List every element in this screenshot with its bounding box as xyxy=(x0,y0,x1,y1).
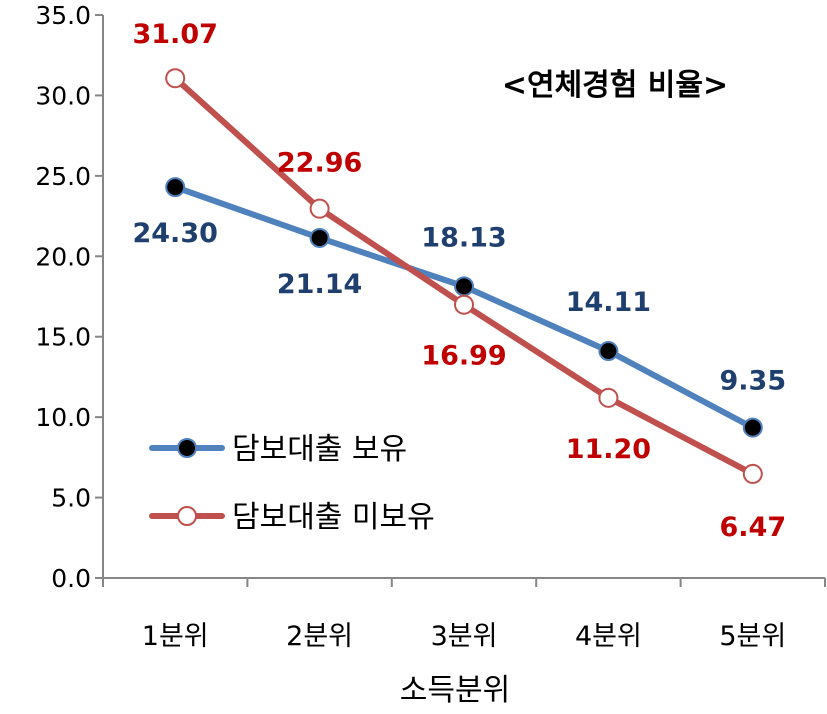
data-label: 22.96 xyxy=(277,148,362,179)
legend-label-1: 담보대출 보유 xyxy=(232,432,407,467)
data-labels: 24.30 21.14 18.13 14.11 9.35 31.07 22.96 16.99 1… xyxy=(132,19,786,543)
y-tick-label: 25.0 xyxy=(35,162,91,191)
legend-marker-2 xyxy=(177,506,197,526)
y-tick-label: 15.0 xyxy=(35,323,91,352)
x-tick-label: 3분위 xyxy=(431,621,498,652)
chart-annotation: <연체경험 비율> xyxy=(502,68,728,103)
y-tick-label: 5.0 xyxy=(51,484,91,513)
data-label: 11.20 xyxy=(566,434,651,465)
legend-marker-1 xyxy=(177,438,197,458)
data-label: 16.99 xyxy=(421,341,506,372)
y-tick-label: 35.0 xyxy=(35,1,91,30)
y-tick-label: 0.0 xyxy=(51,564,91,593)
data-label: 21.14 xyxy=(277,269,362,300)
data-point xyxy=(165,177,186,198)
x-tick-label: 4분위 xyxy=(575,621,642,652)
data-label: 18.13 xyxy=(421,222,506,253)
y-tick-label: 30.0 xyxy=(35,81,91,110)
data-label: 31.07 xyxy=(132,19,217,50)
data-point xyxy=(598,341,619,362)
data-label: 6.47 xyxy=(719,512,786,543)
x-tick-label: 5분위 xyxy=(719,621,786,652)
series-line-2 xyxy=(172,75,756,477)
data-point xyxy=(309,198,330,219)
data-point xyxy=(742,417,763,438)
data-point xyxy=(742,463,763,484)
data-label: 14.11 xyxy=(566,287,651,318)
data-point xyxy=(309,227,330,248)
y-tick-label: 10.0 xyxy=(35,403,91,432)
data-point xyxy=(454,294,474,315)
x-tick-label: 2분위 xyxy=(286,621,353,652)
data-label: 9.35 xyxy=(719,366,786,397)
data-point xyxy=(598,387,619,408)
data-label: 24.30 xyxy=(132,218,217,249)
axes: 0.0 5.0 10.0 15.0 20.0 25.0 30.0 35.0 1분위 2분위 3분위 4… xyxy=(35,1,826,652)
data-point xyxy=(165,68,186,89)
x-axis-title: 소득분위 xyxy=(400,673,510,708)
legend-label-2: 담보대출 미보유 xyxy=(232,500,435,535)
data-point xyxy=(454,276,474,297)
x-tick-label: 1분위 xyxy=(142,621,209,652)
y-tick-label: 20.0 xyxy=(35,242,91,271)
series-lines xyxy=(165,68,763,484)
